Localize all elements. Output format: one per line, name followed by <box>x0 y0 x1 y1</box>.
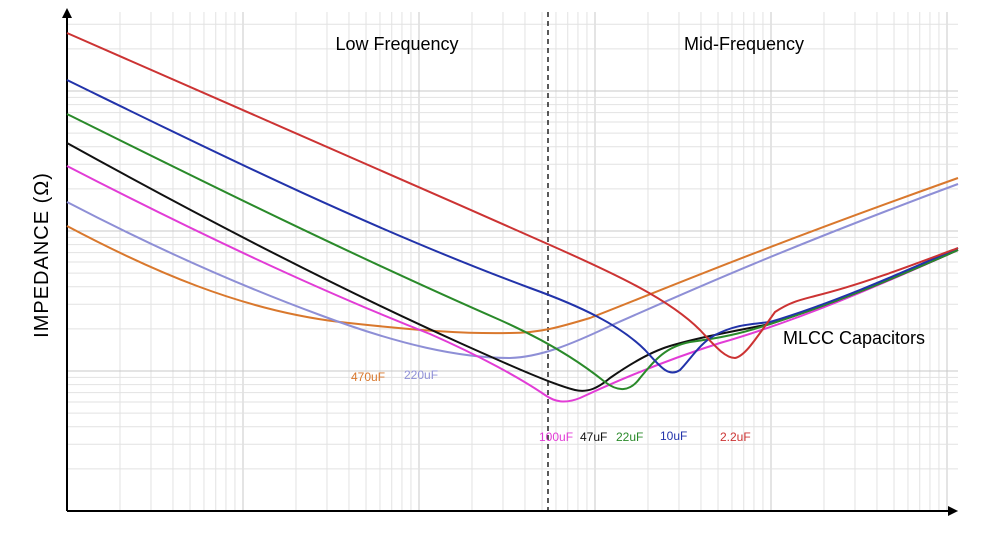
region-label-mid: Mid-Frequency <box>684 34 804 54</box>
series-label-47uf: 47uF <box>580 430 607 444</box>
x-axis-arrow <box>948 506 958 516</box>
series-line-10uf <box>66 79 959 374</box>
series-line-22uf <box>66 113 959 390</box>
grid <box>66 12 958 512</box>
series-line-100uf <box>66 165 959 403</box>
series-label-220uf: 220uF <box>404 368 438 382</box>
series-line-470uf <box>66 177 959 335</box>
region-label-low: Low Frequency <box>335 34 458 54</box>
series-label-100uf: 100uF <box>539 430 573 444</box>
series-line-2-2uf <box>66 32 959 360</box>
series-label-22uf: 22uF <box>616 430 643 444</box>
y-axis-label: IMPEDANCE (Ω) <box>31 172 53 338</box>
series-curves <box>66 32 959 403</box>
series-label-470uf: 470uF <box>351 370 385 384</box>
annotation-mlcc: MLCC Capacitors <box>783 328 925 348</box>
series-line-220uf <box>66 183 959 360</box>
series-label-2-2uf: 2.2uF <box>720 430 751 444</box>
y-axis-arrow <box>62 8 72 18</box>
series-label-10uf: 10uF <box>660 429 687 443</box>
